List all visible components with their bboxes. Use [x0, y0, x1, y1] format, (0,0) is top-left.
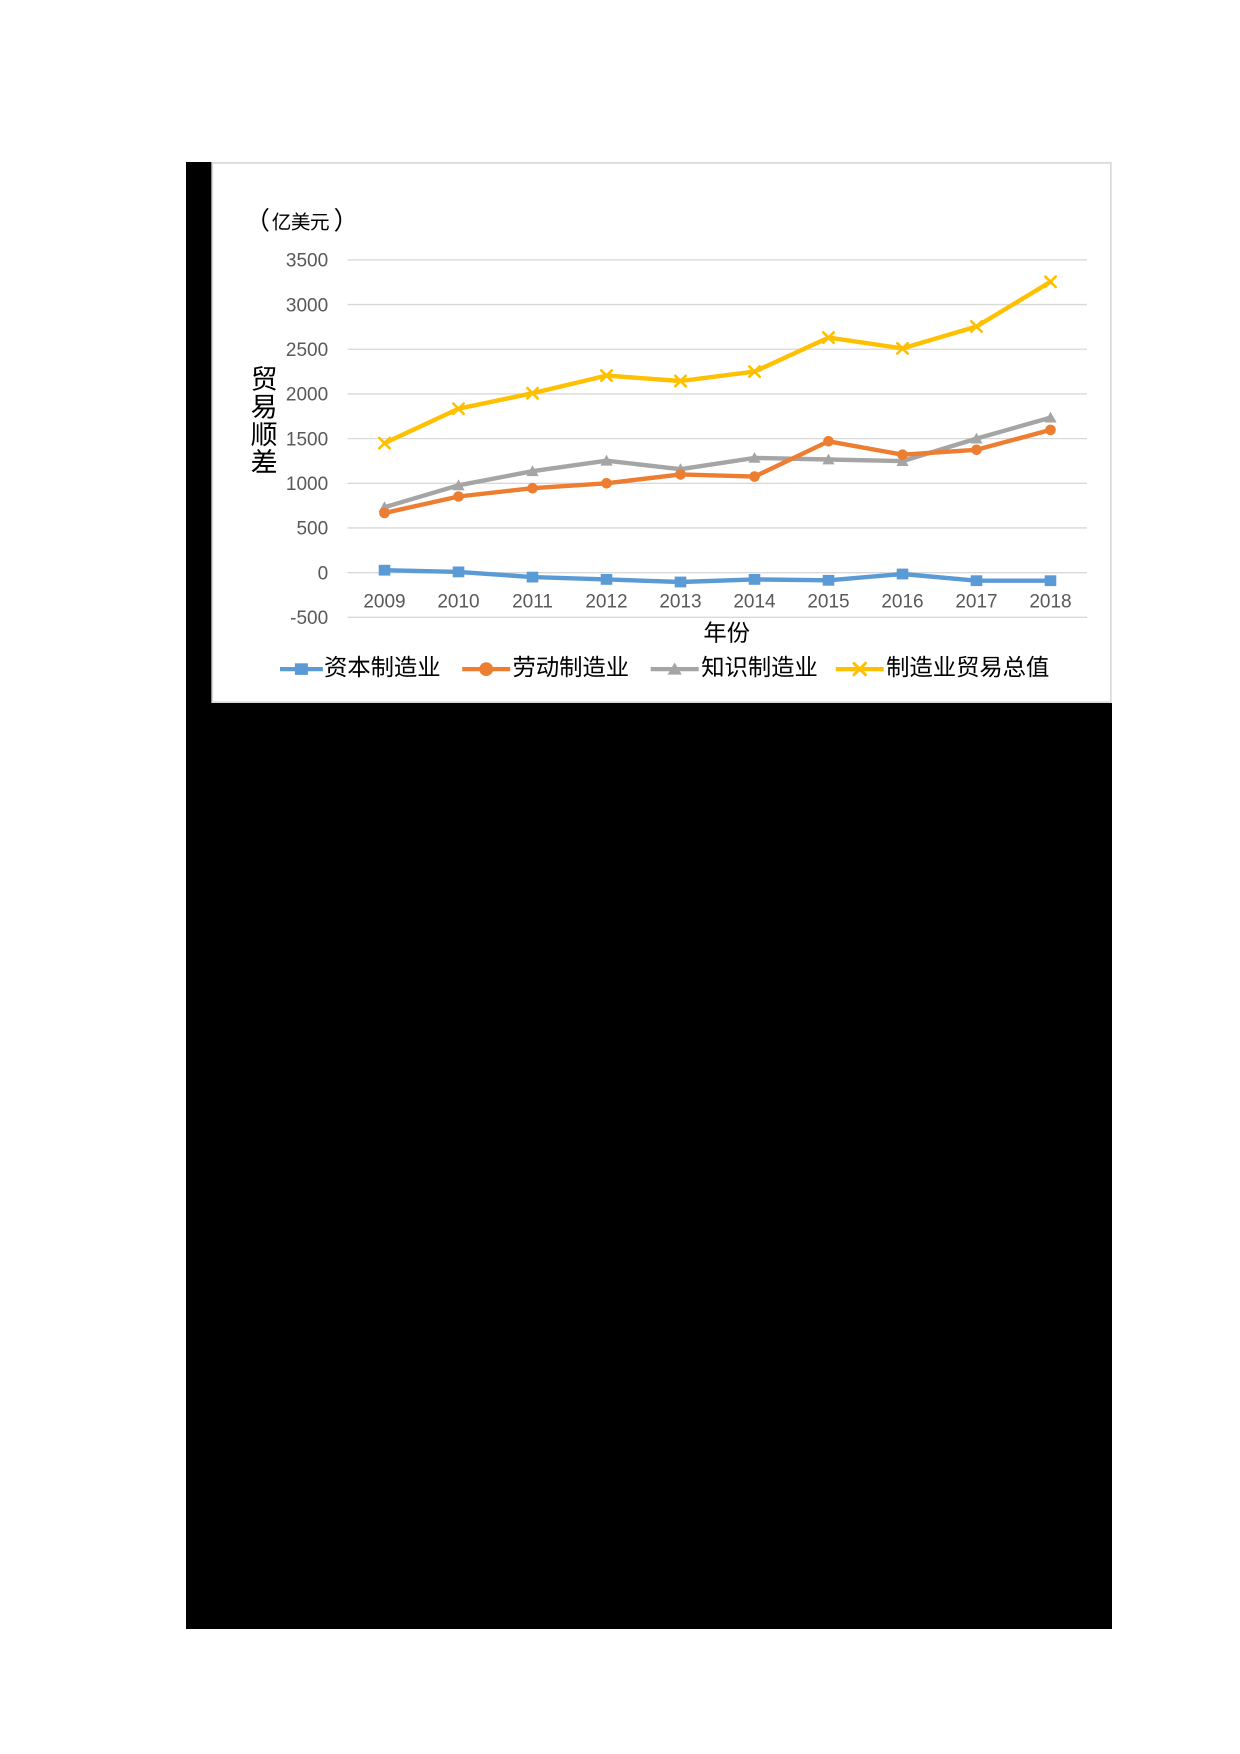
svg-text:2009: 2009	[363, 592, 405, 613]
svg-text:2015: 2015	[807, 592, 849, 613]
svg-text:2000: 2000	[286, 385, 328, 406]
svg-text:2016: 2016	[881, 592, 923, 613]
svg-text:0: 0	[318, 563, 329, 584]
svg-text:2011: 2011	[512, 592, 553, 613]
svg-text:2018: 2018	[1029, 592, 1071, 613]
svg-text:1500: 1500	[286, 429, 328, 450]
svg-text:2500: 2500	[286, 340, 328, 361]
svg-text:2012: 2012	[585, 592, 627, 613]
svg-text:2010: 2010	[437, 592, 479, 613]
svg-text:3000: 3000	[286, 295, 328, 316]
svg-text:2017: 2017	[955, 592, 997, 613]
svg-text:3500: 3500	[286, 251, 328, 272]
svg-text:500: 500	[296, 519, 328, 540]
svg-text:-500: -500	[290, 608, 328, 629]
svg-text:2013: 2013	[659, 592, 701, 613]
svg-text:2014: 2014	[733, 592, 776, 613]
svg-text:1000: 1000	[286, 474, 328, 495]
